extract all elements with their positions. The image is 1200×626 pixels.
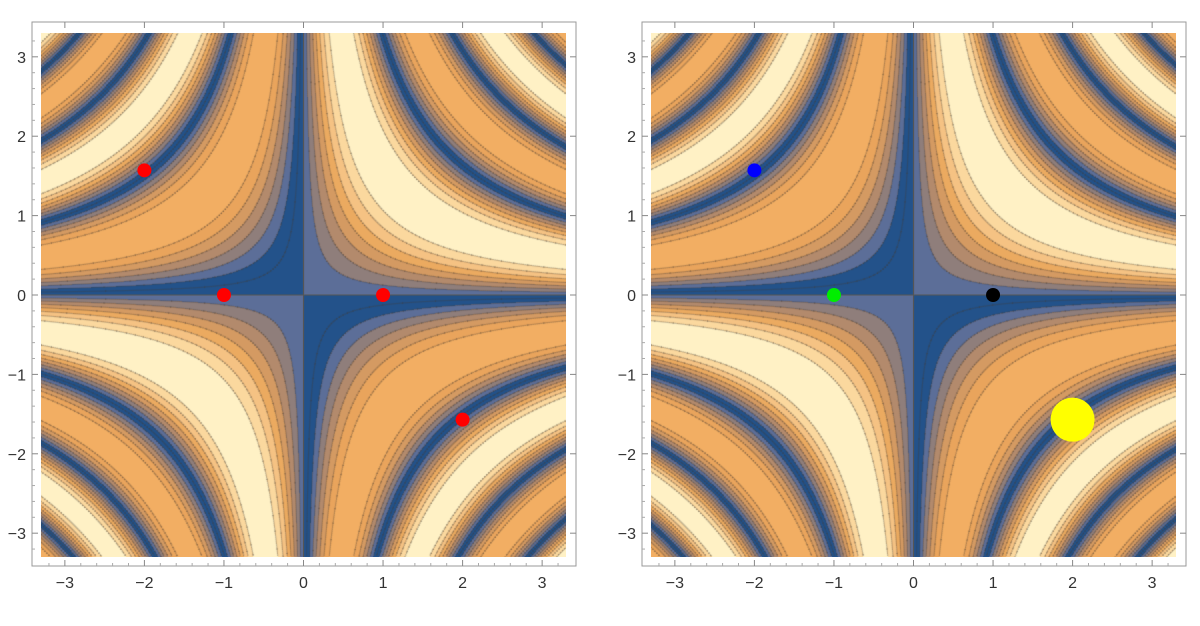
y-tick-label: 2 <box>17 129 26 146</box>
x-tick-label: −3 <box>666 575 684 592</box>
x-tick-label: 2 <box>458 575 467 592</box>
data-point-3 <box>986 288 1001 302</box>
y-tick-label: 3 <box>627 50 636 67</box>
axis-ticks: −3 −2 −1 0 1 2 3 −3 −2 −1 0 1 2 3 <box>618 22 1186 592</box>
data-point-1 <box>747 163 762 178</box>
x-tick-label: 3 <box>1148 575 1157 592</box>
y-tick-label: −3 <box>618 526 636 543</box>
x-tick-label: 3 <box>538 575 547 592</box>
x-tick-label: −2 <box>135 575 153 592</box>
x-tick-label: 1 <box>989 575 998 592</box>
y-tick-label: 1 <box>627 209 636 226</box>
right-contour-panel: −3 −2 −1 0 1 2 3 −3 −2 −1 0 1 2 3 <box>610 0 1200 626</box>
y-tick-label: −1 <box>8 367 26 384</box>
left-contour-plot: −3 −2 −1 0 1 2 3 −3 −2 −1 0 1 2 3 <box>8 21 577 592</box>
x-tick-label: −1 <box>215 575 233 592</box>
data-point-2 <box>826 288 841 302</box>
x-tick-label: 0 <box>299 575 308 592</box>
data-point-2 <box>216 288 231 302</box>
data-point-4 <box>1050 397 1095 442</box>
y-tick-label: 3 <box>17 50 26 67</box>
data-point-1 <box>137 163 152 178</box>
x-tick-label: 2 <box>1068 575 1077 592</box>
x-tick-label: −3 <box>56 575 74 592</box>
left-contour-panel: −3 −2 −1 0 1 2 3 −3 −2 −1 0 1 2 3 <box>0 0 590 626</box>
y-tick-label: −2 <box>8 447 26 464</box>
y-tick-label: −3 <box>8 526 26 543</box>
data-point-3 <box>376 288 391 302</box>
y-tick-label: 1 <box>17 209 26 226</box>
y-tick-label: 0 <box>17 288 26 305</box>
y-tick-label: 2 <box>627 129 636 146</box>
y-tick-label: −1 <box>618 367 636 384</box>
axis-ticks: −3 −2 −1 0 1 2 3 −3 −2 −1 0 1 2 3 <box>8 22 576 592</box>
x-tick-label: −2 <box>745 575 763 592</box>
y-tick-label: 0 <box>627 288 636 305</box>
x-tick-label: −1 <box>825 575 843 592</box>
x-tick-label: 0 <box>909 575 918 592</box>
data-point-4 <box>455 412 470 427</box>
x-tick-label: 1 <box>379 575 388 592</box>
right-contour-plot: −3 −2 −1 0 1 2 3 −3 −2 −1 0 1 2 3 <box>618 21 1187 592</box>
y-tick-label: −2 <box>618 447 636 464</box>
